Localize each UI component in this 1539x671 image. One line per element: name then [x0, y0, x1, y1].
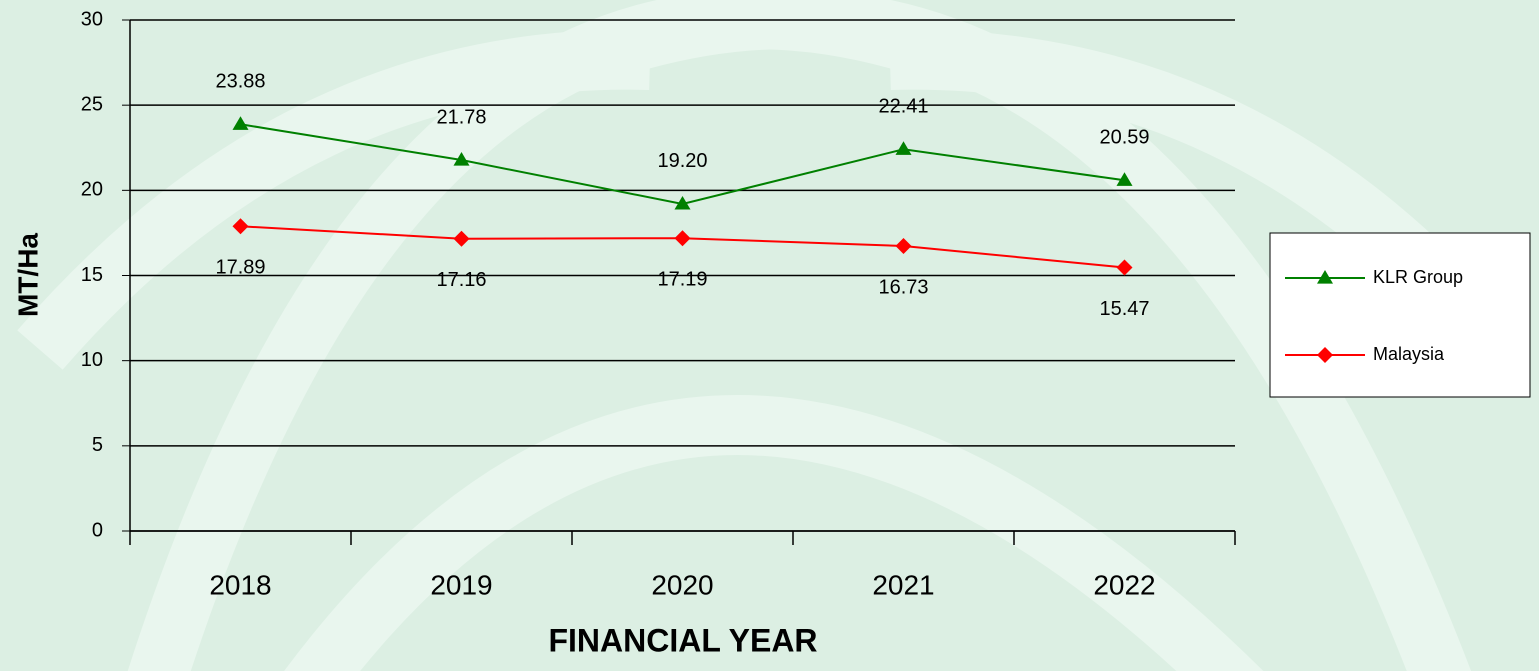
y-tick-label: 10 — [81, 349, 103, 371]
data-point — [895, 238, 912, 255]
y-tick-label: 25 — [81, 93, 103, 115]
y-tick-label: 20 — [81, 179, 103, 201]
data-label: 17.19 — [657, 268, 707, 290]
legend-marker — [1317, 270, 1333, 284]
data-label: 19.20 — [657, 150, 707, 172]
legend-label: Malaysia — [1373, 344, 1445, 364]
y-tick-label: 30 — [81, 8, 103, 30]
x-tick-label: 2021 — [872, 569, 934, 600]
data-label: 17.16 — [436, 269, 486, 291]
x-axis-title: FINANCIAL YEAR — [548, 622, 817, 658]
x-tick-label: 2018 — [209, 569, 271, 600]
data-point — [1116, 172, 1133, 186]
data-label: 22.41 — [878, 96, 928, 118]
legend-label: KLR Group — [1373, 267, 1463, 287]
y-tick-label: 5 — [92, 434, 103, 456]
y-axis-title: MT/Ha — [12, 233, 43, 317]
x-tick-label: 2020 — [651, 569, 713, 600]
legend-box — [1269, 232, 1531, 398]
y-tick-label: 15 — [81, 264, 103, 286]
data-point — [1116, 259, 1133, 276]
data-point — [674, 195, 691, 210]
data-label: 15.47 — [1099, 298, 1149, 320]
data-point — [232, 218, 249, 235]
data-point — [453, 152, 470, 166]
data-point — [895, 141, 912, 155]
data-label: 20.59 — [1099, 127, 1149, 149]
data-point — [453, 230, 470, 247]
data-label: 23.88 — [215, 71, 265, 93]
data-point — [232, 116, 249, 130]
x-tick-label: 2019 — [430, 569, 492, 600]
y-tick-label: 0 — [92, 519, 103, 541]
legend-marker — [1317, 347, 1333, 363]
x-tick-label: 2022 — [1093, 569, 1155, 600]
data-label: 21.78 — [436, 106, 486, 128]
data-label: 17.89 — [215, 257, 265, 279]
data-label: 16.73 — [878, 276, 928, 298]
data-point — [674, 230, 691, 247]
